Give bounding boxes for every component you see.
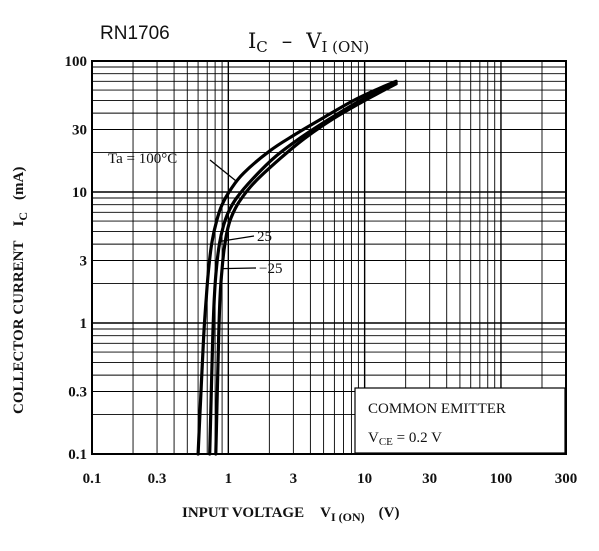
title-ic-sub: C — [256, 38, 267, 56]
x-tick-label: 3 — [290, 471, 298, 487]
plot-border — [91, 60, 567, 455]
x-axis-label: INPUT VOLTAGE VI (ON) (V) — [182, 505, 399, 524]
x-tick-label: 0.3 — [148, 471, 167, 487]
title-vi-sub: I (ON) — [321, 38, 369, 56]
x-tick-labels: 0.1 0.3 1 3 10 30 100 300 — [83, 471, 578, 487]
annotation-leader-0 — [209, 159, 238, 183]
x-tick-label: 10 — [357, 471, 372, 487]
y-axis-label-text: COLLECTOR CURRENT — [11, 240, 27, 414]
x-axis-label-var: V — [320, 505, 331, 521]
conditions-vce-var: V — [368, 430, 379, 446]
chart-title-text: IC – VI (ON) — [248, 29, 369, 56]
x-tick-label: 1 — [225, 471, 233, 487]
y-axis-label-unit: (mA) — [11, 167, 27, 200]
y-tick-label: 0.1 — [68, 447, 87, 463]
conditions-vce-value: = 0.2 V — [393, 430, 442, 446]
annotation-ta-100: Ta = 100°C — [108, 151, 177, 167]
x-axis-label-text: INPUT VOLTAGE — [182, 505, 304, 521]
conditions-vce-sub: CE — [379, 436, 393, 448]
y-tick-label: 3 — [80, 253, 88, 269]
conditions-line-1: COMMON EMITTER — [368, 401, 506, 417]
annotation-leaders — [209, 159, 257, 270]
chart-title: IC – VI (ON) — [248, 29, 369, 56]
y-tick-label: 10 — [72, 185, 87, 201]
y-tick-labels: 0.1 0.3 1 3 10 30 100 — [65, 54, 88, 463]
title-vi: V — [305, 29, 322, 53]
curve-series-1 — [208, 80, 398, 456]
conditions-box: COMMON EMITTER VCE = 0.2 V — [354, 387, 566, 454]
y-tick-label: 0.3 — [68, 384, 87, 400]
x-axis-label-unit: (V) — [379, 505, 400, 521]
y-tick-label: 30 — [72, 122, 87, 138]
conditions-line-2: VCE = 0.2 V — [368, 430, 442, 448]
y-axis-label-var: I — [11, 220, 27, 226]
curve-series-2 — [214, 82, 398, 456]
annotation-25: 25 — [257, 229, 272, 245]
annotation-leader-1 — [219, 235, 255, 242]
x-tick-label: 30 — [422, 471, 437, 487]
curve-series-0 — [196, 79, 398, 456]
y-axis-label-sub: C — [16, 212, 30, 221]
x-tick-label: 0.1 — [83, 471, 102, 487]
x-axis-label-sub: I (ON) — [331, 510, 365, 524]
title-dash: – — [282, 29, 293, 53]
annotation-leader-2 — [222, 267, 257, 270]
y-tick-label: 1 — [80, 316, 88, 332]
y-tick-label: 100 — [65, 54, 88, 70]
curves — [196, 79, 398, 456]
part-number: RN1706 — [100, 23, 170, 44]
conditions-box-frame — [354, 387, 566, 454]
y-axis-label: COLLECTOR CURRENT IC (mA) — [11, 167, 30, 414]
annotation-minus-25: −25 — [259, 261, 282, 277]
title-ic: I — [248, 29, 256, 53]
x-tick-label: 100 — [490, 471, 513, 487]
x-tick-label: 300 — [555, 471, 578, 487]
